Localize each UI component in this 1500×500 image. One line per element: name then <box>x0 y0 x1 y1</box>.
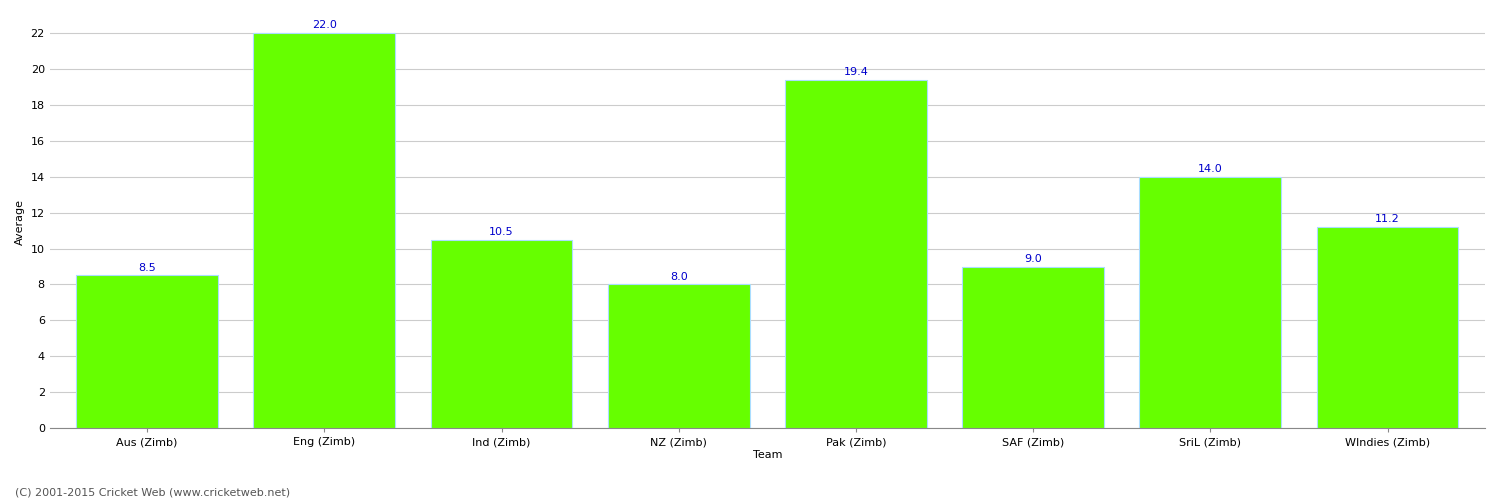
Text: 8.0: 8.0 <box>670 272 687 282</box>
Bar <box>608 284 750 428</box>
Bar <box>430 240 573 428</box>
Text: 14.0: 14.0 <box>1198 164 1222 174</box>
Bar <box>1317 227 1458 428</box>
Bar <box>784 80 927 428</box>
Text: 10.5: 10.5 <box>489 227 514 237</box>
Text: 19.4: 19.4 <box>843 67 868 77</box>
Bar <box>76 276 218 428</box>
Text: 22.0: 22.0 <box>312 20 338 30</box>
Y-axis label: Average: Average <box>15 198 26 244</box>
X-axis label: Team: Team <box>753 450 782 460</box>
Bar <box>963 266 1104 428</box>
Bar <box>1140 176 1281 428</box>
Text: (C) 2001-2015 Cricket Web (www.cricketweb.net): (C) 2001-2015 Cricket Web (www.cricketwe… <box>15 488 290 498</box>
Bar <box>254 33 394 428</box>
Text: 9.0: 9.0 <box>1024 254 1042 264</box>
Text: 8.5: 8.5 <box>138 263 156 273</box>
Text: 11.2: 11.2 <box>1376 214 1400 224</box>
